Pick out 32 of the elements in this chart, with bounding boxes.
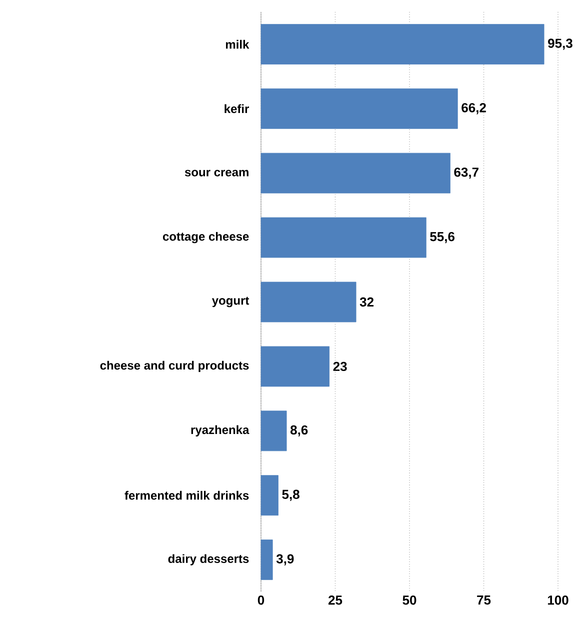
bar	[260, 540, 273, 580]
y-tick-label: yogurt	[212, 296, 250, 308]
data-label: 8,6	[290, 425, 308, 436]
y-tick-label: ryazhenka	[191, 425, 250, 436]
bar	[260, 346, 330, 387]
x-tick-label: 50	[402, 596, 416, 605]
y-tick-label: cheese and curd products	[100, 360, 249, 372]
data-label: 63,7	[454, 168, 478, 179]
y-tick-label: kefir	[224, 104, 250, 114]
x-tick-label: 0	[258, 596, 264, 605]
bar	[260, 217, 426, 258]
x-tick-label: 25	[328, 596, 342, 605]
y-tick-label: fermented milk drinks	[124, 490, 249, 500]
x-tick-label: 100	[548, 596, 568, 605]
bar	[260, 282, 356, 322]
bar	[260, 475, 278, 516]
data-label: 55,6	[430, 232, 454, 244]
x-tick-label: 75	[477, 596, 491, 605]
data-label: 3,9	[276, 554, 294, 566]
data-label: 66,2	[462, 103, 486, 114]
data-label: 32	[360, 297, 374, 307]
data-label: 5,8	[282, 490, 300, 501]
y-tick-label: milk	[226, 40, 250, 49]
y-tick-label: sour cream	[184, 170, 248, 176]
y-tick-label: dairy desserts	[168, 554, 249, 566]
bar	[260, 410, 287, 452]
bar	[260, 24, 544, 64]
data-label: 95,3	[548, 38, 572, 50]
data-label: 23	[333, 362, 347, 372]
y-tick-label: cottage cheese	[162, 232, 249, 244]
bar	[260, 88, 458, 129]
bar	[260, 152, 450, 194]
